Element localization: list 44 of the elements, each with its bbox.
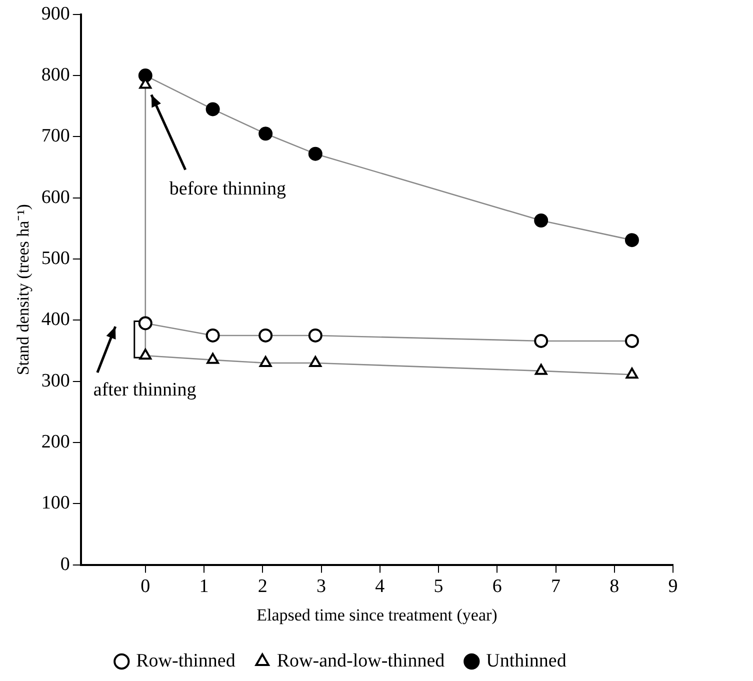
point — [206, 102, 220, 116]
point — [309, 356, 322, 367]
y-tick-label: 500 — [41, 248, 70, 270]
point — [534, 213, 548, 228]
point — [206, 352, 219, 364]
y-tick-label: 100 — [41, 492, 70, 514]
x-tick-label: 8 — [610, 576, 620, 598]
legend-label: Row-and-low-thinned — [276, 650, 446, 672]
x-tick-label: 0 — [140, 576, 150, 598]
point — [534, 364, 548, 375]
point — [258, 126, 273, 141]
x-axis-title: Elapsed time since treatment (year) — [256, 605, 498, 624]
x-tick-label: 6 — [492, 576, 502, 598]
x-tick-label: 9 — [668, 576, 678, 598]
point — [138, 316, 152, 330]
y-tick-label: 0 — [60, 554, 70, 575]
x-tick-label: 2 — [258, 576, 268, 598]
annotation: after thinning — [93, 380, 197, 401]
y-tick-label: 400 — [41, 309, 70, 330]
point — [258, 328, 273, 342]
point — [308, 328, 322, 342]
point — [206, 328, 220, 342]
x-tick-label: 5 — [434, 576, 444, 598]
point — [624, 233, 639, 248]
point — [626, 368, 638, 379]
y-tick-label: 300 — [41, 370, 70, 392]
x-tick-label: 7 — [551, 576, 561, 598]
y-tick-label: 200 — [41, 431, 70, 452]
point — [624, 334, 639, 348]
point — [139, 348, 152, 360]
point — [534, 334, 548, 348]
y-axis-title: Stand density (trees ha⁻¹) — [14, 204, 33, 376]
y-tick-label: 900 — [41, 3, 70, 24]
x-tick-label: 4 — [375, 576, 386, 598]
legend-label: Row-thinned — [136, 650, 236, 672]
annotation: before thinning — [169, 178, 286, 200]
y-tick-label: 700 — [41, 126, 70, 147]
x-tick-label: 3 — [316, 576, 326, 598]
y-tick-label: 800 — [41, 64, 70, 86]
point — [259, 356, 272, 367]
legend-label: Unthinned — [486, 650, 567, 672]
point — [308, 146, 322, 161]
x-tick-label: 1 — [199, 576, 209, 598]
y-tick-label: 600 — [41, 186, 70, 208]
